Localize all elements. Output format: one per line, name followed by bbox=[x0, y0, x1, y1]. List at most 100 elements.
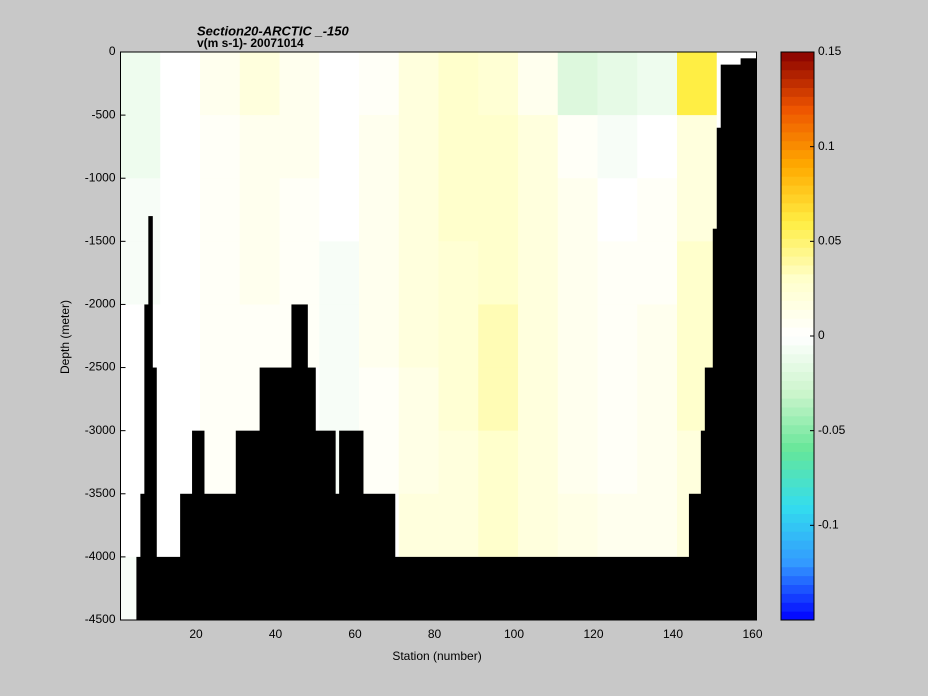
colorbar-swatch bbox=[781, 211, 814, 222]
colorbar-swatch bbox=[781, 380, 814, 390]
x-tick-label: 20 bbox=[189, 627, 203, 641]
seafloor bbox=[148, 216, 153, 621]
colorbar-tick-label: 0 bbox=[818, 328, 825, 342]
cell bbox=[637, 493, 678, 558]
seafloor bbox=[700, 430, 706, 620]
colorbar-swatch bbox=[781, 273, 814, 284]
cell bbox=[160, 304, 201, 369]
seafloor bbox=[740, 58, 757, 621]
cell bbox=[637, 430, 678, 495]
cell bbox=[637, 52, 678, 116]
cell bbox=[200, 367, 241, 432]
colorbar-swatch bbox=[781, 256, 814, 266]
colorbar-swatch bbox=[781, 300, 814, 310]
colorbar-swatch bbox=[781, 460, 814, 470]
colorbar-swatch bbox=[781, 158, 814, 168]
cell bbox=[319, 178, 360, 242]
colorbar-swatch bbox=[781, 415, 814, 426]
colorbar-swatch bbox=[781, 407, 814, 417]
colorbar-swatch bbox=[781, 327, 814, 337]
cell bbox=[677, 304, 718, 369]
colorbar-swatch bbox=[781, 362, 814, 372]
seafloor bbox=[394, 556, 690, 620]
cell bbox=[200, 304, 241, 369]
colorbar-swatch bbox=[781, 398, 814, 408]
seafloor bbox=[315, 430, 336, 620]
cell bbox=[438, 304, 479, 369]
cell bbox=[279, 52, 320, 116]
colorbar-swatch bbox=[781, 229, 814, 239]
cell bbox=[438, 115, 479, 179]
colorbar-swatch bbox=[781, 540, 814, 550]
cell bbox=[557, 367, 598, 432]
cell bbox=[279, 178, 320, 242]
colorbar-swatch bbox=[781, 140, 814, 151]
cell bbox=[478, 178, 519, 242]
colorbar-swatch bbox=[781, 513, 814, 523]
cell bbox=[478, 493, 519, 558]
seafloor bbox=[259, 367, 292, 620]
cell bbox=[239, 178, 280, 242]
cell bbox=[239, 241, 280, 305]
cell bbox=[597, 52, 638, 116]
seafloor bbox=[203, 493, 237, 620]
cell bbox=[518, 178, 559, 242]
cell bbox=[518, 115, 559, 179]
colorbar-swatch bbox=[781, 353, 814, 364]
seafloor bbox=[362, 493, 396, 620]
seafloor bbox=[235, 430, 261, 620]
colorbar-swatch bbox=[781, 167, 814, 177]
colorbar-swatch bbox=[781, 522, 814, 532]
cell bbox=[120, 52, 161, 116]
cell bbox=[518, 304, 559, 369]
colorbar-swatch bbox=[781, 584, 814, 594]
cell bbox=[557, 178, 598, 242]
cell bbox=[398, 493, 439, 558]
cell bbox=[677, 52, 718, 116]
cell bbox=[637, 304, 678, 369]
colorbar-swatch bbox=[781, 575, 814, 585]
cell bbox=[597, 304, 638, 369]
cell bbox=[319, 115, 360, 179]
cell bbox=[319, 304, 360, 369]
cell bbox=[200, 430, 241, 495]
cell bbox=[160, 178, 201, 242]
cell bbox=[279, 241, 320, 305]
colorbar-swatch bbox=[781, 131, 814, 142]
seafloor bbox=[156, 556, 181, 620]
cell bbox=[120, 241, 161, 305]
seafloor bbox=[291, 304, 308, 620]
colorbar-swatch bbox=[781, 105, 814, 115]
cell bbox=[200, 115, 241, 179]
y-tick-label: -2000 bbox=[85, 297, 116, 311]
seafloor bbox=[704, 367, 714, 620]
cell bbox=[398, 304, 439, 369]
colorbar-swatch bbox=[781, 247, 814, 257]
colorbar-swatch bbox=[781, 344, 814, 355]
colorbar-swatch bbox=[781, 149, 814, 159]
cell bbox=[398, 241, 439, 305]
cell bbox=[160, 241, 201, 305]
colorbar-swatch bbox=[781, 504, 814, 514]
seafloor bbox=[339, 430, 364, 620]
x-tick-label: 120 bbox=[584, 627, 604, 641]
colorbar-tick-label: 0.05 bbox=[818, 234, 842, 248]
colorbar-swatch bbox=[781, 469, 814, 479]
cell bbox=[239, 115, 280, 179]
cell bbox=[359, 52, 400, 116]
y-tick-label: -3500 bbox=[85, 486, 116, 500]
cell bbox=[359, 241, 400, 305]
colorbar-swatch bbox=[781, 69, 814, 80]
x-axis-label: Station (number) bbox=[392, 649, 481, 663]
y-axis-label: Depth (meter) bbox=[58, 300, 72, 374]
cell bbox=[239, 304, 280, 369]
colorbar-swatch bbox=[781, 220, 814, 230]
cell bbox=[359, 367, 400, 432]
cell bbox=[359, 115, 400, 179]
cell bbox=[637, 241, 678, 305]
seafloor bbox=[152, 367, 157, 620]
cell bbox=[557, 241, 598, 305]
x-tick-label: 40 bbox=[269, 627, 283, 641]
cell bbox=[359, 178, 400, 242]
colorbar-swatch bbox=[781, 238, 814, 248]
